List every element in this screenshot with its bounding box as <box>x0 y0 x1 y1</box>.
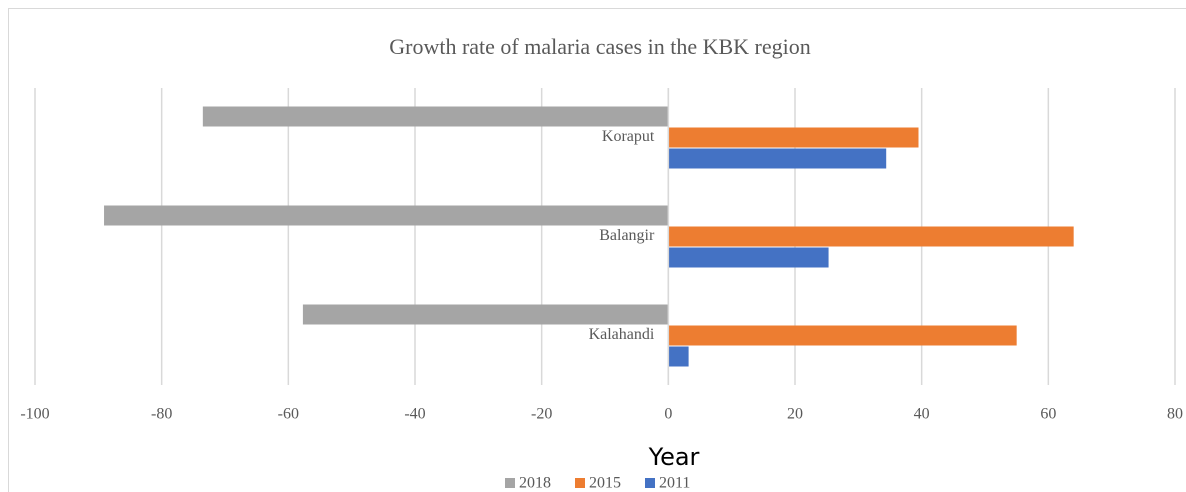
bar <box>668 226 1074 247</box>
x-tick-label: -40 <box>404 406 425 423</box>
legend-label: 2015 <box>589 475 621 492</box>
legend-label: 2018 <box>519 475 551 492</box>
x-tick-label: -100 <box>20 406 49 423</box>
legend-swatch <box>575 478 585 488</box>
legend-label: 2011 <box>659 475 690 492</box>
y-tick-label: Balangir <box>599 227 655 244</box>
x-tick-label: -60 <box>278 406 299 423</box>
bar <box>668 127 919 148</box>
chart-border <box>8 8 1186 492</box>
x-tick-label: -20 <box>531 406 552 423</box>
chart-title: Growth rate of malaria cases in the KBK … <box>389 34 811 59</box>
x-tick-label: -80 <box>151 406 172 423</box>
bar <box>104 205 669 226</box>
bar <box>668 148 887 169</box>
y-tick-label: Koraput <box>602 128 655 145</box>
x-tick-label: 20 <box>787 406 803 423</box>
bar <box>302 304 669 325</box>
x-tick-label: 0 <box>664 406 672 423</box>
legend-swatch <box>505 478 515 488</box>
x-tick-label: 80 <box>1167 406 1183 423</box>
x-axis-title: Year <box>648 443 700 471</box>
bar <box>668 247 829 268</box>
bar <box>668 325 1017 346</box>
legend-swatch <box>645 478 655 488</box>
x-tick-label: 60 <box>1040 406 1056 423</box>
x-tick-label: 40 <box>914 406 930 423</box>
bar <box>202 106 669 127</box>
bar <box>668 346 689 367</box>
y-tick-label: Kalahandi <box>589 326 655 343</box>
